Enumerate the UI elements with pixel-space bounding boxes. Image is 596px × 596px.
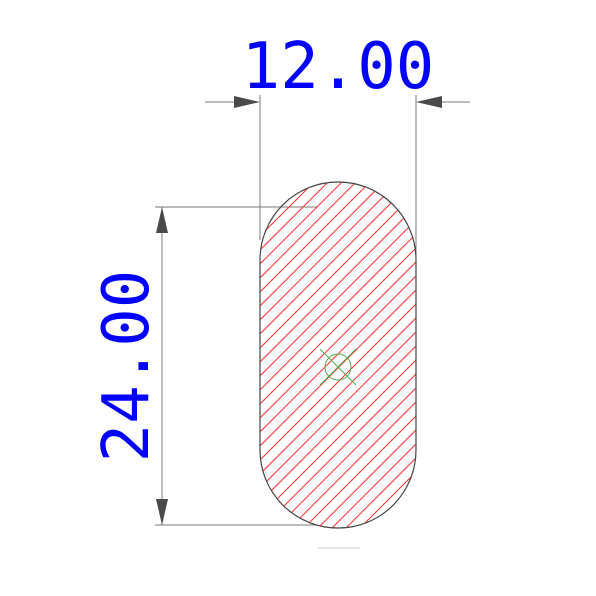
hatch-line	[260, 345, 416, 528]
obround-section	[259, 181, 417, 529]
width-arrow-right	[416, 96, 442, 108]
hatch-line	[260, 182, 416, 401]
hatch-line	[260, 182, 416, 415]
hatch-line	[260, 182, 416, 443]
width-arrow-left	[234, 96, 260, 108]
hatch-line	[260, 182, 416, 373]
hatch-line	[260, 247, 416, 528]
hatch-line	[260, 182, 416, 345]
hatch-line	[260, 182, 416, 499]
obround-outline	[259, 181, 417, 529]
center-diagonal-2	[319, 348, 357, 386]
hatch-line	[260, 182, 416, 359]
hatch-line	[260, 205, 416, 527]
height-arrow-bottom	[156, 499, 168, 525]
width-dimension-label: 12.00	[242, 30, 435, 104]
hatch-line	[260, 182, 416, 457]
hatch-line	[260, 401, 416, 528]
center-circle	[324, 353, 352, 381]
hatch-line	[260, 233, 416, 528]
hatch-line	[260, 359, 416, 528]
hatch-line	[260, 182, 416, 485]
hatch-line	[260, 303, 416, 528]
center-mark	[319, 348, 357, 386]
hatch-line	[260, 429, 416, 528]
hatch-line	[260, 182, 416, 429]
height-dimension: 24.00	[90, 206, 318, 526]
height-arrow-top	[156, 207, 168, 233]
hatch-line	[260, 191, 416, 513]
hatch-line	[260, 275, 416, 528]
hatch-line	[260, 331, 416, 528]
hatch-line	[260, 289, 416, 528]
hatch-line	[260, 261, 416, 528]
hatch-line	[260, 182, 416, 387]
height-dimension-label: 24.00	[90, 270, 164, 463]
hatch-line	[260, 182, 416, 471]
section-hatching	[260, 182, 416, 528]
hatch-line	[260, 317, 416, 528]
width-dimension: 12.00	[205, 30, 470, 262]
